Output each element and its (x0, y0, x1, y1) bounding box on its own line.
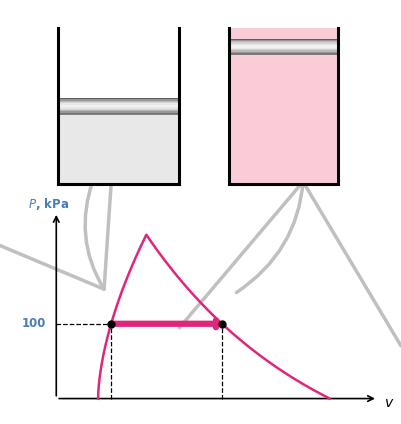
Bar (58, 111, 178, 112)
Bar (58, 101, 178, 102)
Bar (229, 28, 337, 184)
Bar (58, 105, 178, 106)
Bar (58, 112, 178, 114)
Bar (229, 47, 337, 49)
Bar (229, 52, 337, 53)
Bar (229, 45, 337, 46)
Bar (229, 42, 337, 44)
Bar (58, 103, 178, 105)
Bar (58, 102, 178, 103)
Bar (58, 100, 178, 101)
Bar (229, 53, 337, 54)
Bar (58, 98, 178, 100)
FancyArrowPatch shape (179, 182, 400, 346)
Bar (229, 46, 337, 47)
Text: 100: 100 (22, 317, 46, 330)
Bar (229, 50, 337, 52)
Text: $\it{v}$: $\it{v}$ (383, 396, 393, 410)
Bar (229, 40, 337, 41)
Bar (229, 41, 337, 42)
Bar (229, 49, 337, 50)
Bar (58, 109, 178, 110)
Bar (58, 106, 178, 107)
Bar (229, 39, 337, 40)
Bar (58, 28, 178, 106)
Bar (58, 110, 178, 111)
FancyArrowPatch shape (0, 98, 117, 289)
Bar (58, 106, 178, 184)
Bar (58, 107, 178, 109)
Text: $\it{P}$, kPa: $\it{P}$, kPa (28, 196, 69, 212)
Bar (229, 44, 337, 45)
